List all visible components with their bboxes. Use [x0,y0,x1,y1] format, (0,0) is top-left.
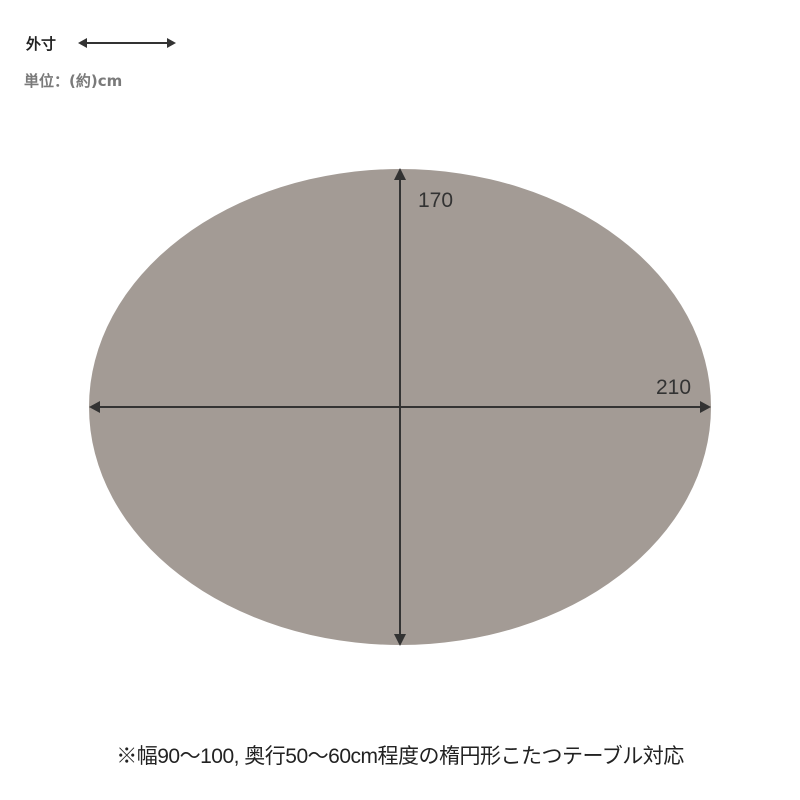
unit-label: 単位：(約)cm [24,72,123,90]
height-dimension-line [394,168,406,646]
width-label: 210 [656,376,691,399]
compatibility-note: ※幅90〜100, 奥行50〜60cm程度の楕円形こたつテーブル対応 [116,745,684,768]
height-label: 170 [418,189,453,212]
legend-label: 外寸 [26,35,57,53]
double-arrow-icon [78,38,176,48]
